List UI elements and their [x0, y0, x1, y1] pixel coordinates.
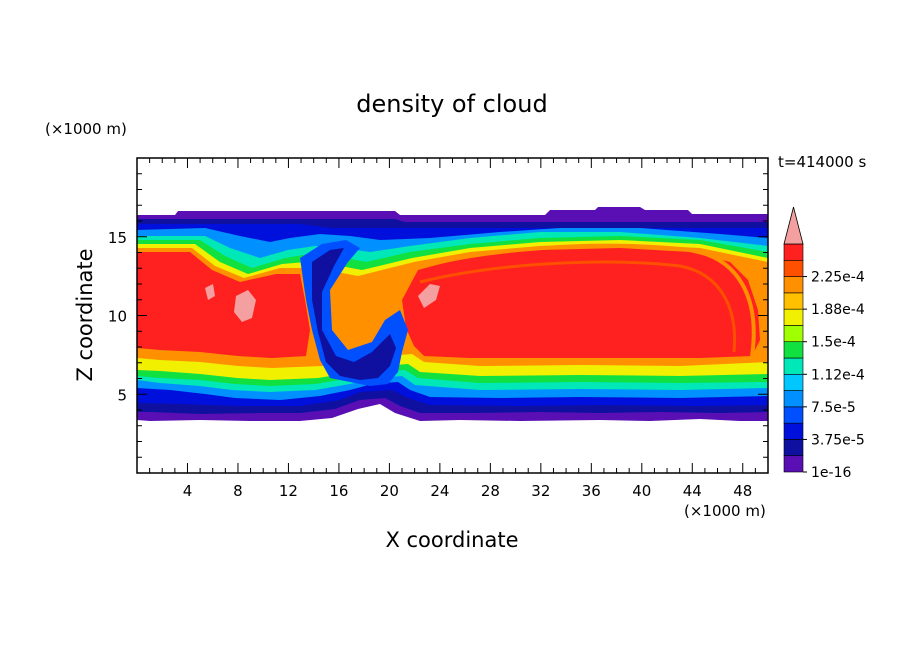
x-tick-label: 32: [531, 482, 550, 500]
time-label: t=414000 s: [778, 153, 866, 171]
colorbar-band: [783, 406, 804, 424]
colorbar-band: [783, 308, 804, 326]
x-tick-label: 48: [733, 482, 752, 500]
y-tick-label: 15: [108, 229, 127, 247]
cloud-core-right: [402, 248, 760, 358]
density-field: [137, 207, 768, 421]
x-tick-label: 28: [481, 482, 500, 500]
colorbar-label: 1.88e-4: [811, 302, 865, 318]
y-axis-label: Z coordinate: [73, 248, 97, 381]
overshoot-left: [234, 290, 256, 322]
colorbar-band: [783, 357, 804, 375]
x-tick-label: 36: [582, 482, 601, 500]
colorbar-band: [783, 373, 804, 391]
anvil-arc-inner: [419, 260, 737, 353]
x-tick-label: 8: [233, 482, 243, 500]
colorbar-band: [783, 341, 804, 359]
colorbar-label: 1e-16: [811, 465, 851, 481]
colorbar-label: 1.5e-4: [811, 335, 856, 351]
anvil-arc: [409, 243, 756, 357]
x-tick-label: 40: [632, 482, 651, 500]
colorbar-label: 3.75e-5: [811, 432, 865, 448]
colorbar: 1e-16 3.75e-5 7.5e-5 1.12e-4 1.5e-4 1.88e-4 2.…: [783, 206, 865, 481]
y-tick-label: 5: [117, 386, 127, 404]
colorbar-band: [783, 422, 804, 440]
chart-title: density of cloud: [356, 90, 547, 118]
x-tick-label: 16: [329, 482, 348, 500]
x-tick-label: 44: [683, 482, 702, 500]
y-tick-label: 10: [108, 308, 127, 326]
colorbar-label: 2.25e-4: [811, 270, 865, 286]
colorbar-band: [783, 325, 804, 343]
colorbar-label: 7.5e-5: [811, 400, 856, 416]
colorbar-band: [783, 243, 804, 261]
colorbar-extend-arrow: [783, 206, 804, 245]
cloud-core-left: [137, 252, 310, 358]
x-tick-label: 24: [430, 482, 449, 500]
x-tick-label: 12: [279, 482, 298, 500]
x-tick-label: 20: [380, 482, 399, 500]
colorbar-band: [783, 439, 804, 457]
y-unit-label: (×1000 m): [45, 120, 127, 138]
overshoot-edge: [205, 284, 215, 300]
dry-channel-core: [312, 248, 396, 380]
colorbar-band: [783, 259, 804, 277]
overshoot-right: [418, 284, 440, 308]
colorbar-band: [783, 390, 804, 408]
x-axis-ticks: 4 8 12 16 20 24 28 32 36 40 44 48: [149, 158, 756, 500]
x-tick-label: 4: [183, 482, 193, 500]
colorbar-band: [783, 455, 804, 473]
x-axis-label: X coordinate: [385, 528, 518, 552]
y-axis-ticks: 5 10 15: [108, 173, 768, 458]
colorbar-band: [783, 276, 804, 294]
colorbar-label: 1.12e-4: [811, 367, 865, 383]
colorbar-band: [783, 292, 804, 310]
x-unit-label: (×1000 m): [684, 502, 766, 520]
